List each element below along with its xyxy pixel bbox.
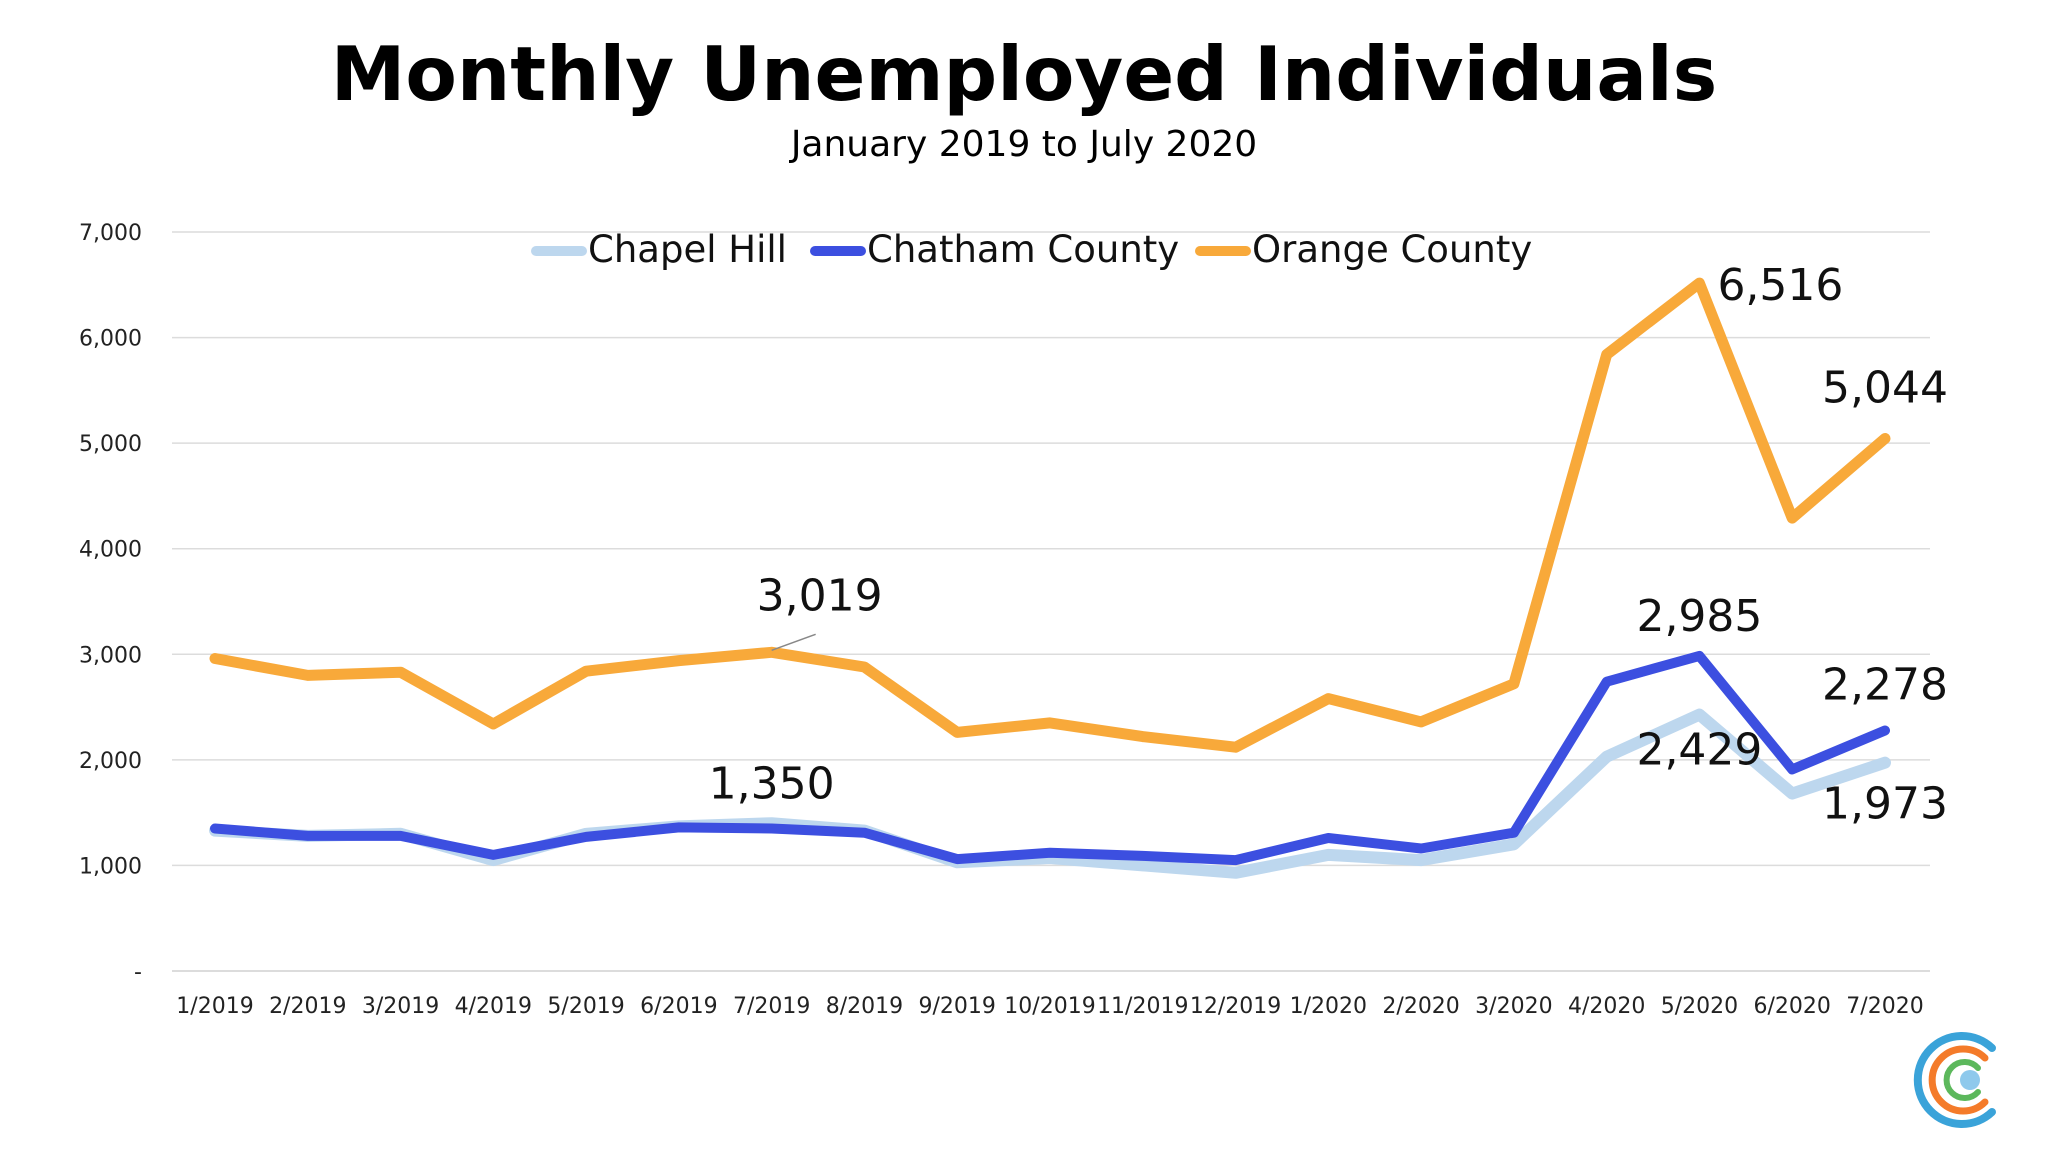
x-tick-label: 1/2020 [1290,994,1367,1019]
x-tick-label: 2/2020 [1382,994,1459,1019]
logo-ring-outer [1913,1032,1996,1128]
x-tick-label: 11/2019 [1097,994,1188,1019]
legend-label: Chatham County [867,228,1179,271]
data-label: 5,044 [1822,362,1948,413]
y-tick-label: 2,000 [79,749,142,774]
x-tick-label: 6/2019 [640,994,717,1019]
y-tick-label: 3,000 [79,643,142,668]
y-tick-label: 4,000 [79,538,142,563]
x-tick-label: 9/2019 [919,994,996,1019]
y-tick-label: 7,000 [79,221,142,246]
x-tick-label: 7/2019 [733,994,810,1019]
x-tick-label: 4/2019 [455,994,532,1019]
x-tick-label: 5/2020 [1661,994,1738,1019]
data-annotations: 3,019 1,350 6,516 2,985 2,429 5,044 2,278 1,973 [709,260,1948,830]
x-axis-ticks: 1/2019 2/2019 3/2019 4/2019 5/2019 6/2019 7/20… [176,994,1923,1019]
x-tick-label: 12/2019 [1190,994,1281,1019]
x-tick-label: 5/2019 [547,994,624,1019]
x-tick-label: 10/2019 [1004,994,1095,1019]
x-tick-label: 2/2019 [269,994,346,1019]
logo-ring-middle [1928,1045,1989,1115]
data-label: 2,985 [1636,591,1762,642]
y-tick-label: 1,000 [79,854,142,879]
label-leader-line [771,633,816,651]
chart-title: Monthly Unemployed Individuals [330,30,1718,118]
y-tick-label: - [134,960,142,985]
chart-subtitle: January 2019 to July 2020 [790,124,1258,165]
series-line-chatham-county [210,650,1890,866]
x-tick-label: 8/2019 [826,994,903,1019]
logo-center-dot [1960,1070,1980,1090]
legend-label: Orange County [1252,228,1532,271]
data-label: 2,278 [1822,660,1948,711]
y-tick-label: 5,000 [79,432,142,457]
legend-label: Chapel Hill [588,228,787,271]
data-label: 1,350 [709,758,835,809]
x-tick-label: 1/2019 [176,994,253,1019]
data-label: 1,973 [1822,779,1948,830]
data-label: 2,429 [1636,725,1762,776]
x-tick-label: 6/2020 [1754,994,1831,1019]
logo-ring-inner [1943,1059,1981,1101]
x-tick-label: 3/2020 [1475,994,1552,1019]
y-axis-ticks: - 1,000 2,000 3,000 4,000 5,000 6,000 7,000 [79,221,142,985]
x-tick-label: 7/2020 [1846,994,1923,1019]
x-tick-label: 3/2019 [362,994,439,1019]
legend: Chapel Hill Chatham County Orange County [531,228,1532,271]
y-tick-label: 6,000 [79,327,142,352]
concentric-c-logo-icon [1913,1032,1996,1128]
series-lines [209,277,1891,879]
x-tick-label: 4/2020 [1568,994,1645,1019]
data-label: 3,019 [757,570,883,621]
data-label: 6,516 [1717,260,1843,311]
